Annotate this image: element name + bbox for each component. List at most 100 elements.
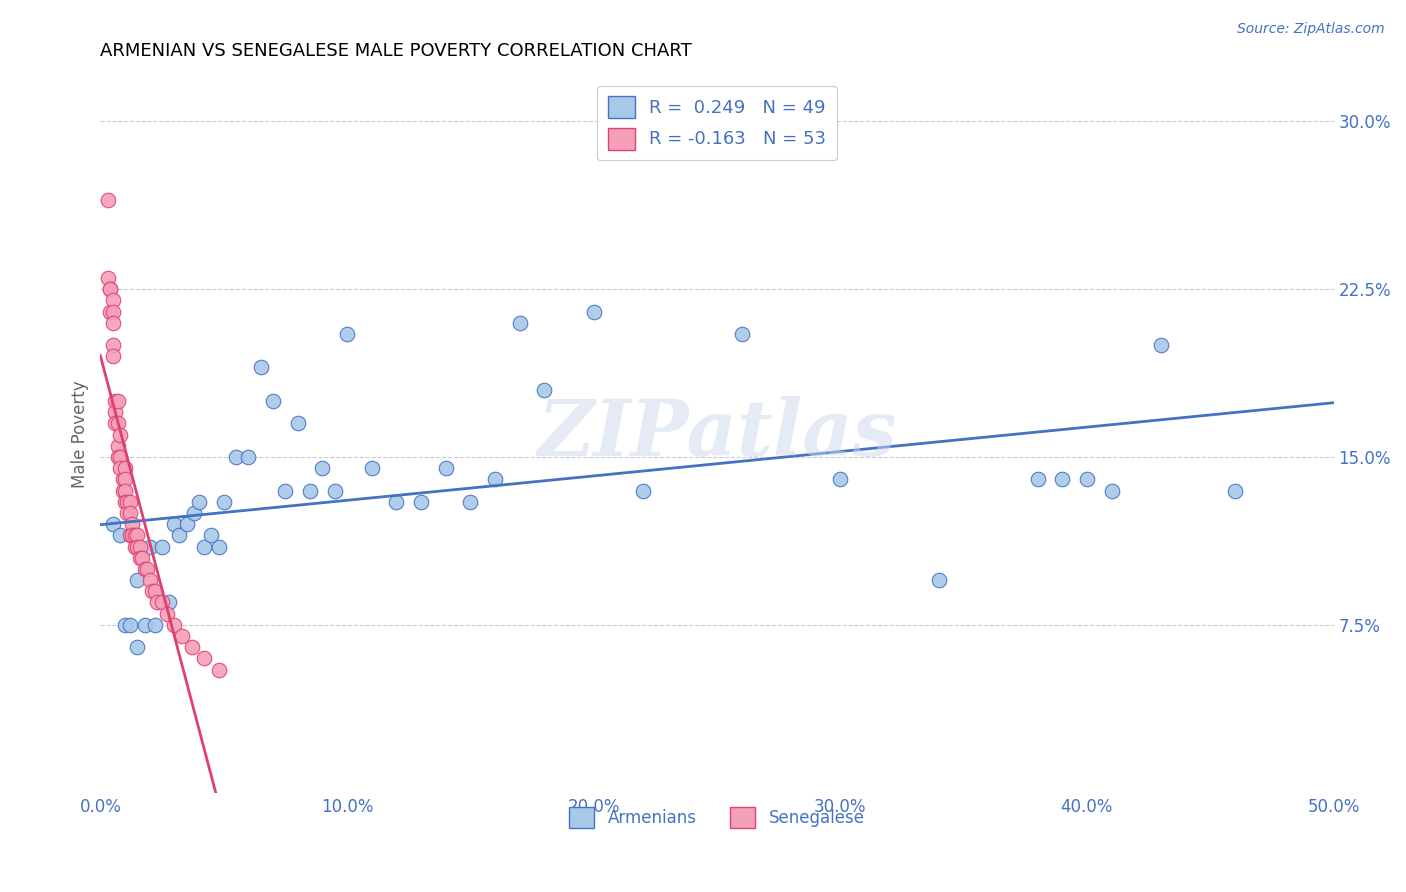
Point — [170, 629, 193, 643]
Point — [114, 483, 136, 498]
Point — [1026, 472, 1049, 486]
Point — [118, 528, 141, 542]
Point — [1223, 483, 1246, 498]
Point — [118, 506, 141, 520]
Point — [208, 663, 231, 677]
Point — [509, 316, 531, 330]
Point — [138, 573, 160, 587]
Point — [150, 595, 173, 609]
Point — [101, 293, 124, 308]
Point — [484, 472, 506, 486]
Point — [108, 450, 131, 464]
Text: ZIPatlas: ZIPatlas — [537, 396, 897, 473]
Point — [108, 427, 131, 442]
Point — [127, 573, 149, 587]
Point — [107, 439, 129, 453]
Point — [193, 540, 215, 554]
Point — [1076, 472, 1098, 486]
Point — [928, 573, 950, 587]
Text: Source: ZipAtlas.com: Source: ZipAtlas.com — [1237, 22, 1385, 37]
Point — [118, 617, 141, 632]
Point — [98, 304, 121, 318]
Point — [131, 550, 153, 565]
Point — [136, 562, 159, 576]
Point — [830, 472, 852, 486]
Point — [176, 517, 198, 532]
Point — [157, 595, 180, 609]
Point — [101, 349, 124, 363]
Point — [146, 595, 169, 609]
Point — [385, 495, 408, 509]
Point — [208, 540, 231, 554]
Point — [114, 495, 136, 509]
Point — [101, 517, 124, 532]
Point — [141, 584, 163, 599]
Point — [143, 617, 166, 632]
Point — [631, 483, 654, 498]
Point — [169, 528, 191, 542]
Point — [128, 540, 150, 554]
Point — [101, 304, 124, 318]
Point — [117, 495, 139, 509]
Point — [409, 495, 432, 509]
Point — [101, 316, 124, 330]
Point — [238, 450, 260, 464]
Point — [114, 461, 136, 475]
Point — [533, 383, 555, 397]
Point — [101, 338, 124, 352]
Point — [582, 304, 605, 318]
Point — [134, 617, 156, 632]
Point — [262, 394, 284, 409]
Point — [458, 495, 481, 509]
Point — [117, 506, 139, 520]
Point — [1101, 483, 1123, 498]
Point — [225, 450, 247, 464]
Text: ARMENIAN VS SENEGALESE MALE POVERTY CORRELATION CHART: ARMENIAN VS SENEGALESE MALE POVERTY CORR… — [100, 42, 692, 60]
Point — [108, 528, 131, 542]
Point — [1050, 472, 1073, 486]
Point — [121, 517, 143, 532]
Point — [1150, 338, 1173, 352]
Point — [127, 640, 149, 655]
Point — [107, 450, 129, 464]
Point — [127, 540, 149, 554]
Point — [143, 584, 166, 599]
Point — [249, 360, 271, 375]
Point — [287, 417, 309, 431]
Point — [156, 607, 179, 621]
Point — [193, 651, 215, 665]
Point — [124, 528, 146, 542]
Point — [360, 461, 382, 475]
Point — [323, 483, 346, 498]
Point — [298, 483, 321, 498]
Point — [107, 417, 129, 431]
Point — [97, 271, 120, 285]
Point — [163, 517, 186, 532]
Point — [114, 617, 136, 632]
Point — [124, 540, 146, 554]
Point — [200, 528, 222, 542]
Point — [104, 405, 127, 419]
Point — [150, 540, 173, 554]
Point — [730, 326, 752, 341]
Point — [434, 461, 457, 475]
Point — [183, 506, 205, 520]
Point — [121, 528, 143, 542]
Point — [114, 472, 136, 486]
Point — [274, 483, 297, 498]
Point — [108, 461, 131, 475]
Point — [311, 461, 333, 475]
Point — [104, 417, 127, 431]
Point — [127, 528, 149, 542]
Point — [336, 326, 359, 341]
Y-axis label: Male Poverty: Male Poverty — [72, 381, 89, 489]
Point — [212, 495, 235, 509]
Point — [188, 495, 211, 509]
Point — [134, 562, 156, 576]
Point — [111, 472, 134, 486]
Point — [180, 640, 202, 655]
Point — [128, 550, 150, 565]
Point — [98, 282, 121, 296]
Point — [98, 282, 121, 296]
Point — [104, 394, 127, 409]
